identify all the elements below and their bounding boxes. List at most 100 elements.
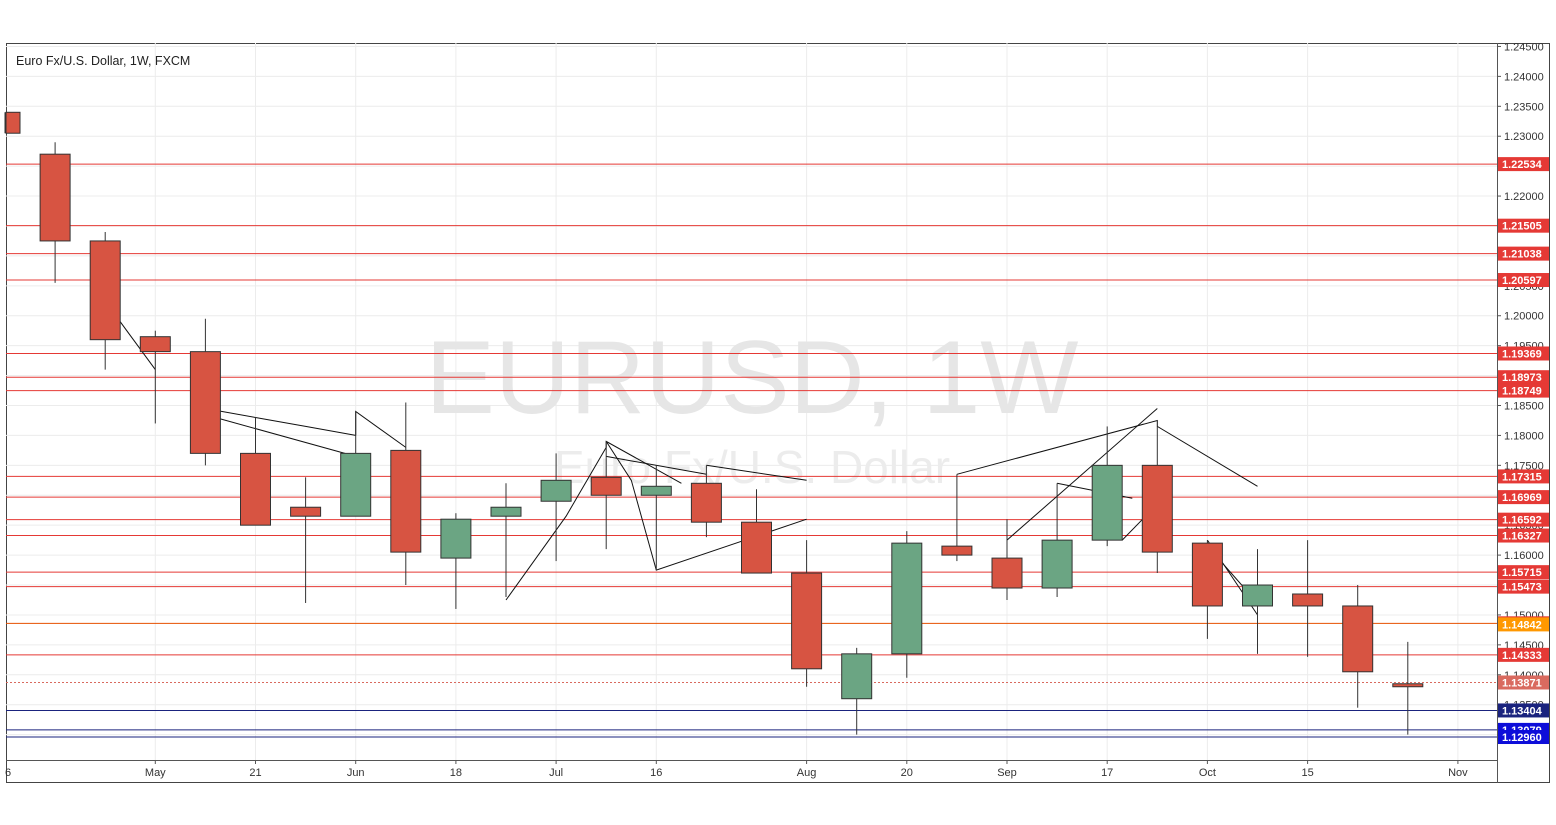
y-tick-label: 1.18000 [1504,430,1544,442]
x-tick-label: 17 [1101,767,1113,779]
price-badge-bg [1498,647,1549,662]
time-axis: 6 May 21 Jun 18 Jul 16 Aug 20 Sep 17 Oct 15 Nov [5,760,1468,779]
price-badge-label: 1.12960 [1502,732,1542,744]
x-tick-label: 20 [901,767,913,779]
candle-bearish [39,142,71,283]
trendline [956,419,1258,487]
candle-bearish [690,465,722,538]
x-tick-label: May [145,767,166,779]
candle-body [89,240,121,341]
price-badge-bg [1498,617,1549,632]
trendline [1006,408,1158,541]
y-tick-label: 1.24500 [1504,41,1544,53]
price-badge: 1.13404 [1498,703,1549,718]
candle-body [39,153,71,242]
y-tick-label: 1.17500 [1504,460,1544,472]
price-badge: 1.21038 [1498,246,1549,261]
candle-bearish [1141,426,1173,574]
candle-bullish [340,411,372,517]
price-badge: 1.14842 [1498,617,1549,632]
price-badge: 1.13871 [1498,675,1549,690]
candle-bearish [390,402,422,586]
candle-body [1091,464,1123,541]
watermark-symbol: EURUSD, 1W [426,320,1079,436]
price-badge-bg [1498,730,1549,745]
candle-bullish [640,465,672,571]
price-badge-label: 1.14842 [1502,619,1542,631]
candle-bearish [240,417,271,526]
candle-bullish [841,647,873,735]
candle-body [139,336,171,353]
price-badge-label: 1.13404 [1502,705,1543,717]
candle-body [440,518,472,559]
candle-bullish [540,453,572,562]
candle-body [841,653,873,700]
chart-title: Euro Fx/U.S. Dollar, 1W, FXCM [16,54,190,68]
price-badge: 1.15715 [1498,565,1549,580]
x-tick-label: 18 [450,767,462,779]
candle-bullish [1091,426,1123,547]
candle-body [991,557,1023,589]
price-badge-label: 1.22534 [1502,159,1543,171]
price-badge-label: 1.17315 [1502,471,1542,483]
chart-frame [6,43,1550,783]
price-badge-bg [1498,346,1549,361]
candle-body [1242,584,1273,607]
price-badge-label: 1.18749 [1502,386,1542,398]
x-tick-label: Sep [997,767,1017,779]
x-tick-label: Jun [347,767,365,779]
price-badge: 1.16327 [1498,528,1549,543]
candle-body [791,572,823,670]
candle-bearish [741,489,772,574]
price-badge-bg [1498,383,1549,398]
candle-body [1141,464,1173,553]
candle-bearish [1191,540,1223,639]
x-tick-label: Aug [797,767,817,779]
candle-bearish [4,111,21,134]
candle-body [5,111,21,134]
price-badge-bg [1498,469,1549,484]
candle-body [189,351,221,454]
y-tick-label: 1.23500 [1504,101,1544,113]
price-badge: 1.21505 [1498,218,1549,233]
candle-bearish [991,519,1023,600]
price-badge-bg [1498,579,1549,594]
price-badge-bg [1498,703,1549,718]
candle-body [690,482,722,523]
candle-bearish [189,318,221,466]
candle-bullish [891,531,923,678]
y-tick-label: 1.16000 [1504,550,1544,562]
candle-body [490,506,522,517]
price-badge-label: 1.15715 [1502,567,1542,579]
price-badge: 1.18973 [1498,370,1549,385]
price-badge-bg [1498,218,1549,233]
candle-body [390,449,422,553]
candle-bearish [590,441,622,550]
price-badge-bg [1498,370,1549,385]
price-badge: 1.19369 [1498,346,1549,361]
candle-body [1191,542,1223,607]
candle-body [1292,593,1324,607]
trendline [605,441,807,571]
price-badge-bg [1498,512,1549,527]
x-tick-label: Jul [549,767,563,779]
price-badge-bg [1498,675,1549,690]
candle-body [590,476,622,496]
price-badge-label: 1.19369 [1502,348,1542,360]
candle-bearish [1342,585,1374,708]
candle-bullish [1041,483,1073,597]
price-badge-label: 1.18973 [1502,372,1542,384]
y-tick-label: 1.23000 [1504,131,1544,143]
y-tick-label: 1.24000 [1504,71,1544,83]
x-tick-label: 15 [1301,767,1313,779]
price-badge-bg [1498,490,1549,505]
candle-body [941,545,973,556]
price-badge: 1.17315 [1498,469,1549,484]
price-badge: 1.18749 [1498,383,1549,398]
trendline [215,417,356,457]
trendline [205,408,356,436]
candle-body [340,452,372,517]
price-badge: 1.16969 [1498,490,1549,505]
trendline [706,464,807,481]
